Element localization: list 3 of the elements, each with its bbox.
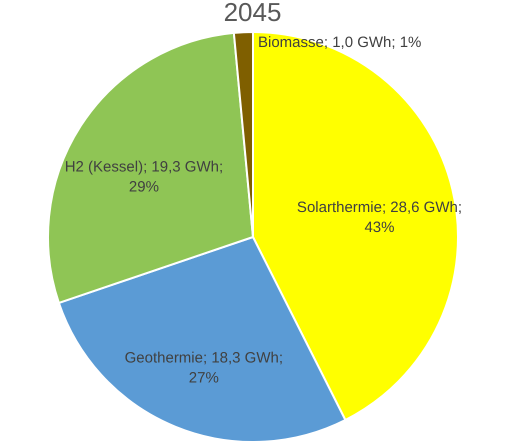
slice-label: H2 (Kessel); 19,3 GWh; 29%: [64, 158, 224, 196]
slice-label: Geothermie; 18,3 GWh; 27%: [124, 349, 284, 386]
chart-title: 2045: [224, 0, 282, 27]
